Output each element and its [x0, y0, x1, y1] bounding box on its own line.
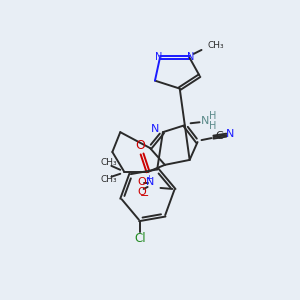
Text: N: N	[146, 177, 154, 187]
Text: CH₃: CH₃	[100, 158, 117, 167]
Text: +: +	[145, 173, 152, 182]
Text: N: N	[155, 52, 163, 62]
Text: N: N	[187, 52, 194, 62]
Text: H: H	[209, 111, 216, 121]
Text: Cl: Cl	[134, 232, 146, 245]
Text: −: −	[140, 191, 149, 201]
Text: CH₃: CH₃	[208, 41, 224, 50]
Text: O: O	[137, 187, 146, 197]
Text: H: H	[209, 121, 216, 131]
Text: N: N	[226, 129, 234, 139]
Text: C: C	[215, 131, 223, 141]
Text: CH₃: CH₃	[100, 175, 117, 184]
Text: N: N	[151, 124, 159, 134]
Text: O: O	[135, 139, 145, 152]
Text: O: O	[137, 177, 146, 187]
Text: N: N	[201, 116, 210, 126]
